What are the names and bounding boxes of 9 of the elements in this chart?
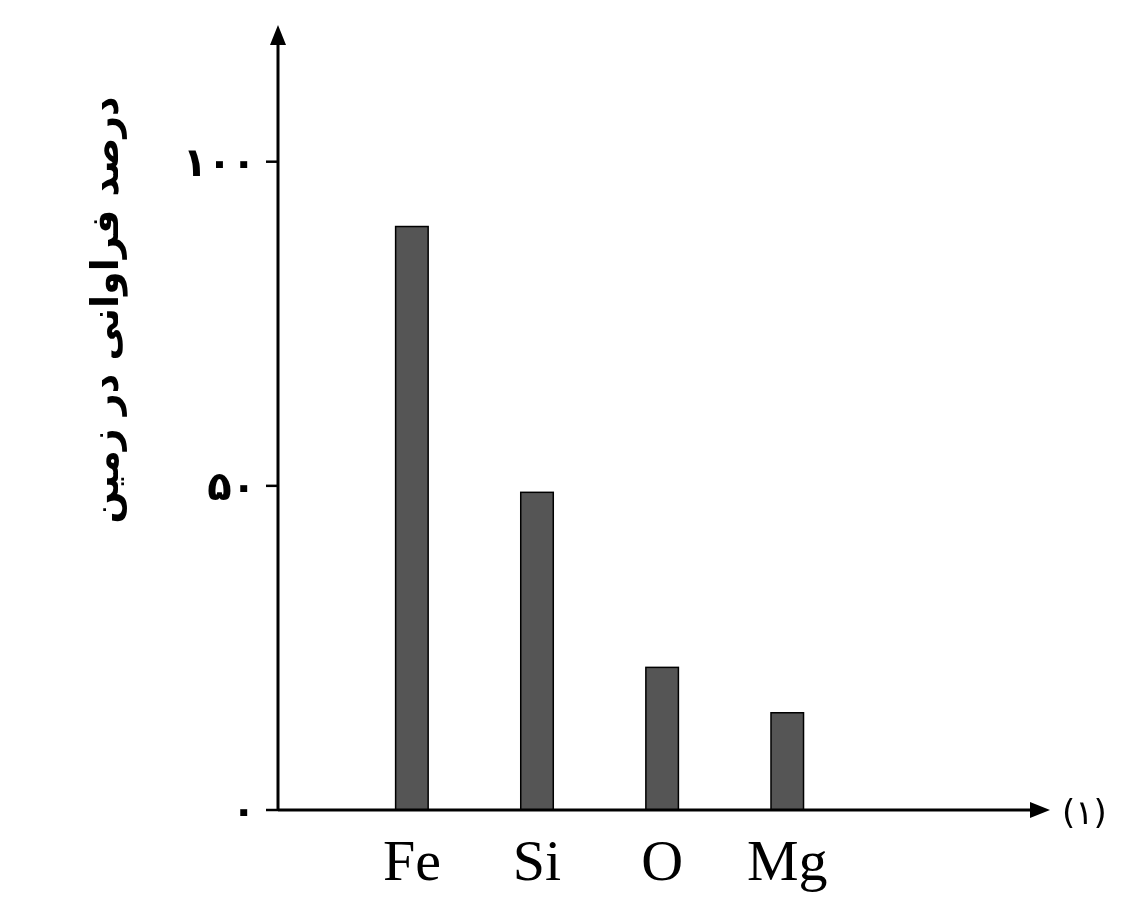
text: (۱) [1062,792,1107,832]
y-tick-label: ۰ [231,787,256,833]
y-tick-label: ۱۰۰ [182,138,256,185]
x-tick-label: O [641,828,684,893]
x-tick-label: Si [512,828,562,893]
x-tick-label: Fe [382,828,441,893]
y-axis-title: درصد فراوانی در زمین [83,96,128,524]
y-tick-label: ۵۰ [207,462,256,509]
x-tick-label: Mg [746,828,828,893]
